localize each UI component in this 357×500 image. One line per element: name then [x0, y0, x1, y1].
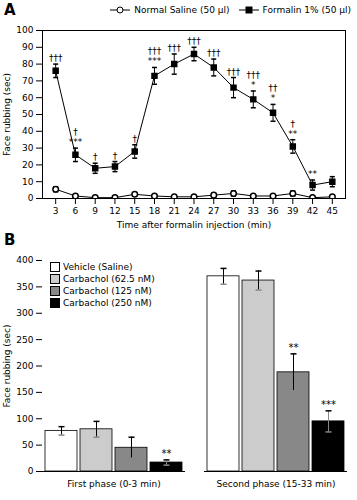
svg-text:45: 45: [327, 206, 338, 216]
svg-text:40: 40: [22, 126, 34, 136]
svg-text:10: 10: [22, 177, 34, 187]
svg-text:Face rubbing (sec): Face rubbing (sec): [2, 73, 12, 156]
svg-text:18: 18: [149, 206, 161, 216]
html-text:Vehicle (Saline): Vehicle (Saline): [63, 262, 133, 272]
svg-text:***: ***: [69, 137, 83, 147]
svg-text:**: **: [289, 342, 299, 353]
svg-text:***: ***: [321, 399, 336, 410]
svg-text:100: 100: [16, 414, 33, 424]
svg-text:39: 39: [287, 206, 299, 216]
svg-text:†: †: [113, 151, 118, 161]
svg-text:400: 400: [16, 255, 33, 265]
html-text:Normal Saline (50 μl): Normal Saline (50 μl): [134, 5, 230, 15]
html-text:B: B: [4, 231, 16, 249]
svg-text:0: 0: [28, 193, 34, 203]
svg-text:30: 30: [22, 143, 34, 153]
svg-text:12: 12: [109, 206, 120, 216]
svg-text:90: 90: [22, 42, 34, 52]
svg-text:†††: †††: [167, 43, 181, 53]
svg-text:33: 33: [248, 206, 259, 216]
html-text:Carbachol (250 nM): Carbachol (250 nM): [63, 298, 152, 308]
svg-text:42: 42: [307, 206, 318, 216]
svg-text:**: **: [162, 448, 172, 459]
svg-text:3: 3: [53, 206, 59, 216]
svg-text:20: 20: [22, 160, 34, 170]
svg-text:50: 50: [22, 109, 34, 119]
html-text:Formalin 1% (50 μl): Formalin 1% (50 μl): [262, 5, 351, 15]
svg-text:**: **: [308, 169, 318, 179]
svg-text:150: 150: [16, 387, 33, 397]
svg-text:†: †: [291, 119, 296, 129]
svg-text:60: 60: [22, 93, 34, 103]
svg-text:**: **: [288, 129, 298, 139]
svg-text:6: 6: [73, 206, 79, 216]
svg-text:Face rubbing (sec): Face rubbing (sec): [2, 324, 12, 407]
svg-text:15: 15: [129, 206, 140, 216]
svg-text:*: *: [251, 80, 256, 90]
svg-text:†††: †††: [227, 67, 241, 77]
svg-text:36: 36: [267, 206, 279, 216]
html-text:Carbachol (125 nM): Carbachol (125 nM): [63, 286, 152, 296]
svg-text:††: ††: [269, 83, 279, 93]
svg-text:100: 100: [16, 25, 33, 35]
svg-text:†: †: [73, 127, 78, 137]
svg-text:†: †: [93, 152, 98, 162]
svg-text:Second phase (15-33 min): Second phase (15-33 min): [216, 479, 335, 489]
svg-text:250: 250: [16, 335, 33, 345]
svg-text:First phase (0-3 min): First phase (0-3 min): [67, 479, 160, 489]
svg-text:†††: †††: [187, 36, 201, 46]
svg-text:350: 350: [16, 282, 33, 292]
svg-text:30: 30: [228, 206, 240, 216]
svg-text:300: 300: [16, 308, 33, 318]
svg-text:70: 70: [22, 76, 34, 86]
svg-text:9: 9: [92, 206, 98, 216]
svg-text:†††: †††: [247, 70, 261, 80]
svg-text:Time after formalin injection: Time after formalin injection (min): [116, 220, 271, 230]
svg-text:***: ***: [148, 56, 162, 66]
svg-text:†††: †††: [207, 48, 221, 58]
svg-text:27: 27: [208, 206, 219, 216]
svg-text:200: 200: [16, 361, 33, 371]
html-text:Carbachol (62.5 nM): Carbachol (62.5 nM): [63, 274, 155, 284]
svg-text:†††: †††: [148, 46, 162, 56]
svg-text:†: †: [132, 134, 137, 144]
svg-text:†††: †††: [49, 53, 63, 63]
svg-text:50: 50: [22, 440, 34, 450]
svg-text:*: *: [271, 93, 276, 103]
html-text:A: A: [4, 1, 16, 19]
svg-text:80: 80: [22, 59, 34, 69]
svg-text:0: 0: [28, 466, 34, 476]
svg-text:21: 21: [169, 206, 180, 216]
svg-text:24: 24: [188, 206, 200, 216]
